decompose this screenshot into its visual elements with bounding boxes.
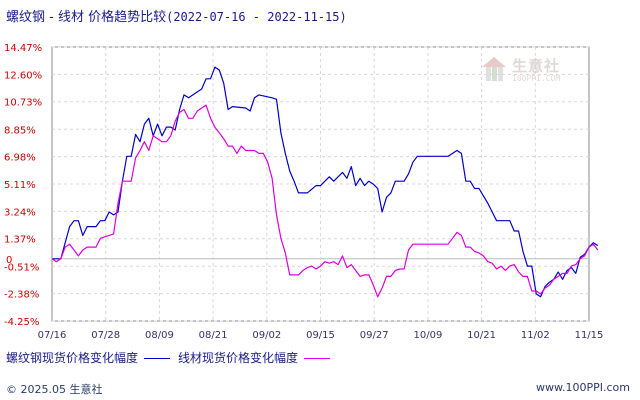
- legend-label-rebar: 螺纹钢现货价格变化幅度: [6, 351, 139, 365]
- x-tick-label: 07/16: [38, 330, 67, 341]
- footer-copyright: © 2025.05 生意社: [6, 383, 103, 396]
- x-tick-label: 11/15: [575, 330, 604, 341]
- x-tick-label: 08/21: [199, 330, 228, 341]
- x-tick-label: 09/02: [252, 330, 281, 341]
- y-tick-label: 14.47%: [4, 43, 42, 54]
- y-tick-label: -4.25%: [4, 317, 39, 328]
- y-tick-label: 10.73%: [4, 98, 42, 109]
- legend-swatch-wire: [304, 358, 331, 359]
- y-tick-label: 8.85%: [4, 125, 36, 136]
- series-lines: [51, 66, 599, 298]
- footer: © 2025.05 生意社 www.100PPI.com: [0, 377, 640, 400]
- x-tick-label: 10/21: [467, 330, 496, 341]
- grid: [52, 46, 589, 322]
- series-line-rebar: [52, 66, 599, 298]
- y-zero-label: 0: [6, 255, 12, 266]
- y-axis-tick-labels: 14.47% 12.60% 10.73% 8.85% 6.98% 5.11% 3.24% 1.…: [4, 43, 42, 328]
- y-tick-label: -2.38%: [4, 290, 39, 301]
- y-tick-label: 5.11%: [4, 180, 36, 191]
- y-tick-label: 3.24%: [4, 207, 36, 218]
- x-tick-label: 09/27: [360, 330, 389, 341]
- legend-label-wire: 线材现货价格变化幅度: [178, 351, 299, 365]
- footer-site-link[interactable]: www.100PPI.com: [536, 381, 630, 394]
- y-tick-label: 1.37%: [4, 235, 36, 246]
- x-tick-label: 11/02: [521, 330, 550, 341]
- y-tick-label: 6.98%: [4, 153, 36, 164]
- x-tick-label: 10/09: [413, 330, 442, 341]
- y-tick-label: -0.51%: [4, 262, 39, 273]
- x-tick-label: 07/28: [91, 330, 120, 341]
- chart-title-range: (2022-07-16 - 2022-11-15): [166, 10, 347, 24]
- series-line-wire: [51, 104, 599, 298]
- chart-title: 螺纹钢 - 线材 价格趋势比较(2022-07-16 - 2022-11-15): [6, 6, 347, 25]
- logo-brand: 生意社: [512, 57, 561, 75]
- x-tick-label: 08/09: [145, 330, 174, 341]
- legend-swatch-rebar: [144, 358, 171, 359]
- watermark-logo: 生意社 100PPI.COM: [480, 55, 580, 89]
- x-tick-label: 09/15: [306, 330, 335, 341]
- y-tick-label: 12.60%: [4, 70, 42, 81]
- x-axis-tick-labels: 07/16 07/28 08/09 08/21 09/02 09/15 09/27 10/09…: [38, 330, 604, 341]
- legend: 螺纹钢现货价格变化幅度 线材现货价格变化幅度: [6, 349, 338, 366]
- chart-title-main: 螺纹钢 - 线材 价格趋势比较: [6, 10, 167, 25]
- logo-site: 100PPI.COM: [512, 74, 561, 83]
- house-logo-icon: [482, 57, 506, 81]
